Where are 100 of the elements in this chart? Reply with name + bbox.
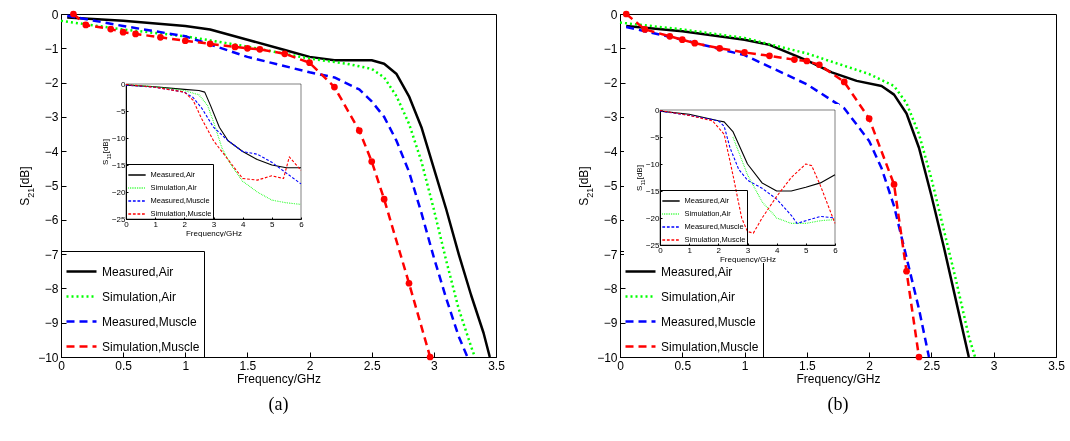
y-tick-label: −4 (603, 144, 618, 159)
point (281, 50, 289, 58)
point (132, 30, 139, 38)
x-tick-label: 5 (270, 219, 276, 229)
y-tick-label: −4 (44, 144, 59, 159)
legend-label: Simulation,Muscle (102, 339, 200, 354)
y-tick-label: −3 (603, 110, 618, 125)
y-tick-label: −10 (38, 350, 59, 365)
point (256, 45, 264, 53)
point (865, 115, 873, 122)
point (766, 52, 773, 60)
x-tick-label: 0.5 (115, 358, 133, 373)
point (380, 195, 388, 203)
point (641, 26, 649, 33)
point (157, 33, 164, 41)
x-tick-label: 1.5 (799, 358, 817, 373)
y-tick-label: −10 (111, 133, 127, 143)
point (716, 44, 724, 52)
y-tick-label: −9 (44, 316, 59, 331)
text: (b) (827, 394, 849, 415)
point (815, 61, 823, 69)
y-tick-label: 0 (610, 7, 618, 22)
y-tick-label: −10 (597, 350, 618, 365)
y-tick-label: −2 (603, 76, 618, 91)
x-tick-label: 2.5 (363, 358, 381, 373)
point (331, 83, 338, 91)
x-tick-label: 0.5 (674, 358, 692, 373)
y-tick-label: −3 (44, 110, 59, 125)
y-tick-label: −9 (603, 316, 618, 331)
point (691, 39, 699, 47)
x-tick-label: 3.5 (488, 358, 506, 373)
y-tick-label: −10 (645, 159, 661, 169)
legend-label: Measured,Air (661, 264, 733, 279)
point (82, 21, 90, 29)
point (206, 40, 214, 48)
y-tick-label: −8 (44, 281, 59, 296)
x-tick-label: 2 (716, 245, 722, 255)
x-tick-label: 1 (153, 219, 159, 229)
point (803, 57, 811, 65)
point (678, 36, 686, 44)
x-tick-label: 1.5 (239, 358, 257, 373)
y-tick-label: −20 (645, 213, 661, 223)
x-axis-title: Frequency/GHz (185, 228, 243, 238)
point (181, 37, 189, 45)
point (890, 181, 898, 188)
point (741, 49, 748, 56)
y-tick-label: −6 (44, 213, 59, 228)
x-tick-label: 1 (182, 358, 190, 373)
point (107, 25, 115, 33)
point (405, 279, 413, 287)
point (903, 267, 910, 275)
y-tick-label: −2 (44, 76, 59, 91)
text: (a) (268, 394, 289, 415)
x-tick-label: 2 (182, 219, 188, 229)
x-tick-label: 1 (741, 358, 749, 373)
y-tick-label: −5 (650, 132, 661, 142)
point (231, 43, 239, 51)
y-tick-label: −20 (111, 187, 127, 197)
point (368, 158, 376, 165)
point (244, 44, 251, 52)
y-tick-label: −8 (603, 281, 618, 296)
y-tick-label: −5 (44, 179, 59, 193)
x-tick-label: 3 (431, 358, 439, 373)
x-tick-label: 1 (687, 245, 693, 255)
y-tick-label: −15 (645, 186, 661, 196)
point (791, 56, 798, 63)
legend-label: Measured,Muscle (102, 314, 198, 329)
point (119, 28, 127, 36)
x-tick-label: 4 (240, 219, 246, 229)
y-tick-label: 0 (51, 7, 59, 22)
legend-label: Simulation,Air (102, 289, 177, 304)
y-tick-label: −5 (116, 106, 127, 116)
point (840, 78, 848, 86)
legend-label: Simulation,Air (661, 289, 736, 304)
y-tick-label: 0 (121, 79, 127, 89)
x-tick-label: 3 (990, 358, 998, 373)
x-tick-label: 3 (745, 245, 751, 255)
x-axis-title: Frequency/GHz (236, 371, 322, 386)
point (622, 10, 630, 18)
x-tick-label: 3 (211, 219, 217, 229)
x-axis-title: Frequency/GHz (796, 371, 881, 386)
x-axis-title: Frequency/GHz (719, 254, 777, 264)
y-tick-label: −15 (111, 160, 127, 170)
x-tick-label: 2 (306, 358, 314, 373)
point (426, 353, 434, 361)
legend-label: Measured,Air (102, 264, 174, 279)
y-tick-label: −1 (603, 41, 618, 56)
x-tick-label: 2.5 (923, 358, 941, 373)
y-tick-label: −7 (603, 247, 618, 262)
legend-label: Simulation,Muscle (661, 339, 759, 354)
point (70, 10, 77, 18)
y-tick-label: 0 (655, 105, 661, 115)
x-tick-label: 5 (804, 245, 810, 255)
y-tick-label: −7 (44, 247, 59, 262)
point (666, 32, 674, 40)
y-tick-label: −1 (44, 41, 59, 56)
point (355, 127, 363, 134)
x-tick-label: 3.5 (1048, 358, 1066, 373)
point (306, 59, 313, 67)
point (915, 353, 923, 361)
